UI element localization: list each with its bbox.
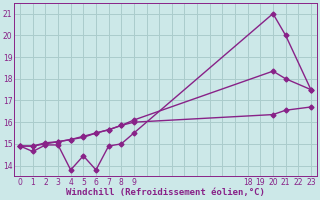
X-axis label: Windchill (Refroidissement éolien,°C): Windchill (Refroidissement éolien,°C) [66, 188, 265, 197]
